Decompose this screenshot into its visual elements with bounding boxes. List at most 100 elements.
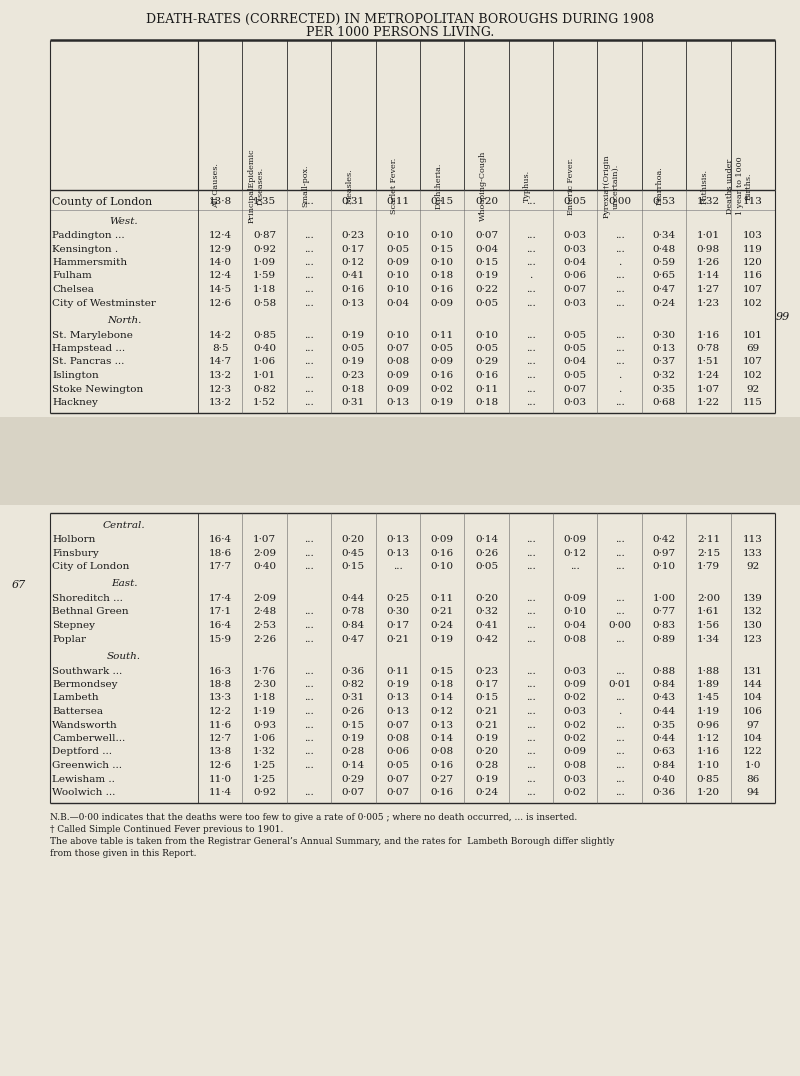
Text: 107: 107 [743,357,762,367]
Text: 92: 92 [746,384,759,394]
Text: 0·87: 0·87 [253,231,276,240]
Text: 0·10: 0·10 [386,285,410,294]
Text: 1·06: 1·06 [253,357,276,367]
Text: 0·93: 0·93 [253,721,276,730]
Text: 0·12: 0·12 [430,707,454,716]
Text: Diphtheria.: Diphtheria. [434,162,442,209]
Text: .: . [618,258,622,267]
Text: 113: 113 [743,197,762,206]
Text: 1·18: 1·18 [253,285,276,294]
Text: 1·89: 1·89 [697,680,720,689]
Text: ...: ... [614,231,625,240]
Text: City of London: City of London [52,562,130,571]
Text: ...: ... [614,734,625,744]
Text: ...: ... [614,775,625,783]
Text: ...: ... [304,549,314,557]
Text: ...: ... [304,621,314,631]
Text: ...: ... [526,357,536,367]
Text: 13·2: 13·2 [209,371,232,380]
Text: 0·21: 0·21 [430,608,454,617]
Text: 0·44: 0·44 [342,594,365,603]
Text: 0·05: 0·05 [475,562,498,571]
Text: 0·21: 0·21 [475,721,498,730]
Text: 99: 99 [776,312,790,323]
Text: ...: ... [304,788,314,797]
Text: 0·31: 0·31 [342,398,365,407]
Text: 0·07: 0·07 [386,721,410,730]
Text: 132: 132 [743,608,762,617]
Text: ...: ... [614,694,625,703]
Text: 2·09: 2·09 [253,549,276,557]
Text: ...: ... [526,761,536,770]
Text: ...: ... [304,330,314,340]
Text: 0·42: 0·42 [475,635,498,643]
Text: 0·16: 0·16 [430,285,454,294]
Text: 16·3: 16·3 [209,666,232,676]
Text: 0·13: 0·13 [653,344,676,353]
Text: 0·02: 0·02 [564,734,587,744]
Text: 0·09: 0·09 [564,594,587,603]
Text: † Called Simple Continued Fever previous to 1901.: † Called Simple Continued Fever previous… [50,824,283,834]
Text: 0·18: 0·18 [342,384,365,394]
Text: 0·30: 0·30 [386,608,410,617]
Text: 0·23: 0·23 [475,666,498,676]
Text: 0·10: 0·10 [430,562,454,571]
Text: 0·03: 0·03 [564,775,587,783]
Text: Hackney: Hackney [52,398,98,407]
Text: 12·6: 12·6 [209,298,232,308]
Text: ...: ... [614,244,625,254]
Text: 0·92: 0·92 [253,244,276,254]
Text: 94: 94 [746,788,759,797]
Text: 0·77: 0·77 [653,608,676,617]
Text: 1·19: 1·19 [253,707,276,716]
Text: ...: ... [614,535,625,544]
Text: 0·03: 0·03 [564,666,587,676]
Text: 0·16: 0·16 [475,371,498,380]
Text: 1·20: 1·20 [697,788,720,797]
Text: 0·21: 0·21 [475,707,498,716]
Text: 1·25: 1·25 [253,775,276,783]
Text: ...: ... [526,197,536,206]
Text: 1·22: 1·22 [697,398,720,407]
Text: 92: 92 [746,562,759,571]
Text: Chelsea: Chelsea [52,285,94,294]
Text: 0·84: 0·84 [342,621,365,631]
Text: 0·10: 0·10 [430,258,454,267]
Text: 0·59: 0·59 [653,258,676,267]
Text: 0·16: 0·16 [342,285,365,294]
Text: 123: 123 [743,635,762,643]
Text: 0·85: 0·85 [253,330,276,340]
Text: 0·15: 0·15 [342,721,365,730]
Text: Islington: Islington [52,371,98,380]
Text: 0·07: 0·07 [564,285,587,294]
Text: 0·47: 0·47 [653,285,676,294]
Text: 0·08: 0·08 [430,748,454,756]
Text: 0·17: 0·17 [475,680,498,689]
Text: ...: ... [526,775,536,783]
Text: 0·03: 0·03 [564,244,587,254]
Text: Camberwell...: Camberwell... [52,734,126,744]
Text: 0·09: 0·09 [564,680,587,689]
Text: 14·5: 14·5 [209,285,232,294]
Text: 0·22: 0·22 [475,285,498,294]
Text: 1·16: 1·16 [697,748,720,756]
Text: Lewisham ..: Lewisham .. [52,775,115,783]
Text: 139: 139 [743,594,762,603]
Text: ...: ... [304,608,314,617]
Text: 116: 116 [743,271,762,281]
Text: .: . [618,384,622,394]
Text: North.: North. [107,316,141,325]
Text: 1·35: 1·35 [253,197,276,206]
Text: ...: ... [614,748,625,756]
Text: 1·16: 1·16 [697,330,720,340]
Text: 0·88: 0·88 [653,666,676,676]
Text: 0·53: 0·53 [653,197,676,206]
Text: 67: 67 [12,580,26,591]
Text: 14·2: 14·2 [209,330,232,340]
Text: Battersea: Battersea [52,707,103,716]
Text: ...: ... [614,666,625,676]
Text: 0·05: 0·05 [564,371,587,380]
Text: 107: 107 [743,285,762,294]
Text: 1·07: 1·07 [253,535,276,544]
Text: All Causes.: All Causes. [212,164,220,209]
